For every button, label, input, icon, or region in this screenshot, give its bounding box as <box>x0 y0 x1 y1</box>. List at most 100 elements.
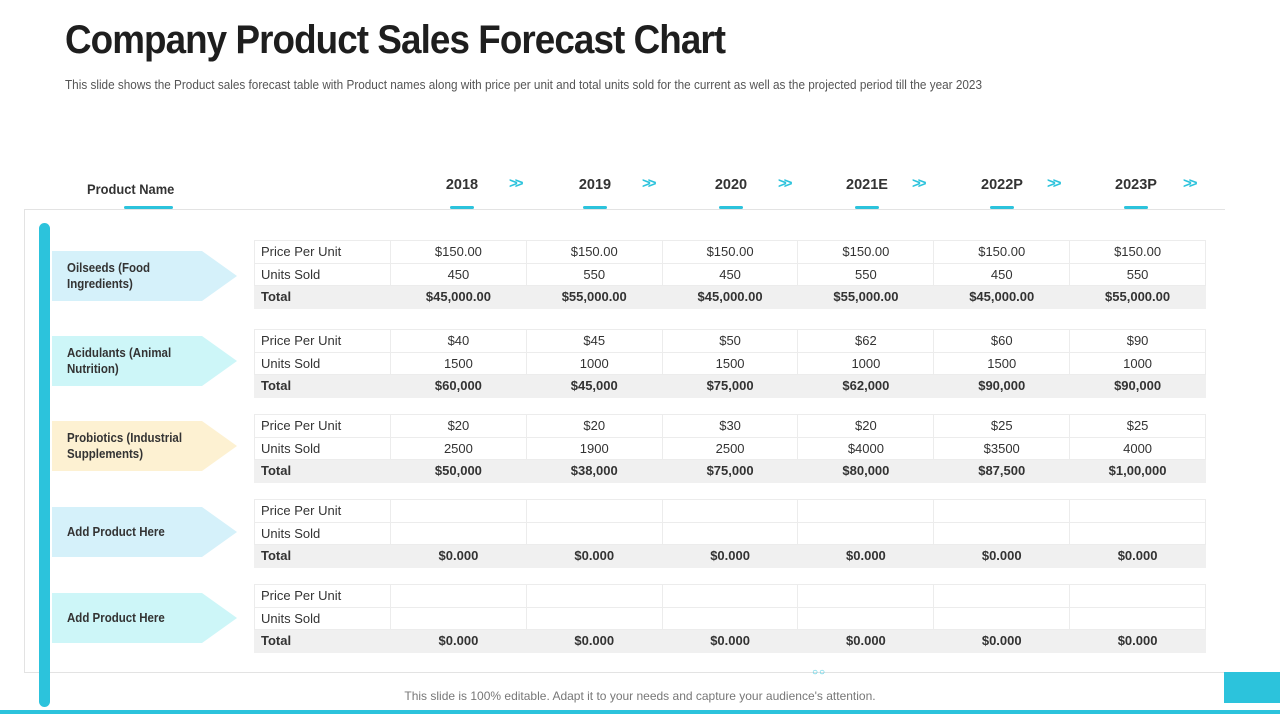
table-cell: 550 <box>797 262 935 286</box>
table-row: Total $45,000.00 $55,000.00 $45,000.00 $55,0… <box>254 285 1206 309</box>
table-cell: $45,000.00 <box>661 285 799 309</box>
table-cell: $90,000 <box>933 374 1071 398</box>
table-cell <box>525 521 663 545</box>
table-row: Price Per Unit <box>254 499 1206 523</box>
table-cell <box>1069 584 1206 608</box>
table-cell: $45,000 <box>525 374 663 398</box>
table-cell: $0.000 <box>525 544 663 568</box>
table-frame <box>24 209 1225 673</box>
table-row: Total $60,000 $45,000 $75,000 $62,000 $90,000… <box>254 374 1206 398</box>
table-cell: 1500 <box>661 351 799 375</box>
table-cell: 450 <box>390 262 527 286</box>
row-label: Total <box>254 285 391 309</box>
table-cell <box>1069 606 1206 630</box>
product-tag: Add Product Here <box>52 507 237 557</box>
table-cell: $75,000 <box>661 374 799 398</box>
table-cell: $87,500 <box>933 459 1071 483</box>
product-name-header: Product Name <box>87 181 175 197</box>
table-cell: $50,000 <box>390 459 527 483</box>
product-name-underline <box>124 206 173 209</box>
table-cell: 1500 <box>390 351 527 375</box>
table-cell: $90 <box>1069 329 1206 353</box>
table-row: Units Sold <box>254 606 1206 630</box>
table-cell: 550 <box>525 262 663 286</box>
product-name: Probiotics (Industrial Supplements) <box>67 431 183 461</box>
table-cell: 1900 <box>525 436 663 460</box>
row-label: Units Sold <box>254 262 391 286</box>
table-row: Price Per Unit $40 $45 $50 $62 $60 $90 <box>254 329 1206 353</box>
table-cell: 1500 <box>933 351 1071 375</box>
row-label: Units Sold <box>254 606 391 630</box>
chevron-right-icon: >> <box>1183 175 1197 192</box>
year-underline <box>583 206 607 209</box>
product-name: Add Product Here <box>67 611 165 625</box>
table-cell: $30 <box>661 414 799 438</box>
table-cell: $80,000 <box>797 459 935 483</box>
table-cell <box>525 584 663 608</box>
year-header: 2023P <box>1115 177 1157 193</box>
table-cell: $20 <box>390 414 527 438</box>
table-cell <box>661 606 799 630</box>
product-tag: Oilseeds (Food Ingredients) <box>52 251 237 301</box>
table-cell <box>390 499 527 523</box>
row-label: Units Sold <box>254 436 391 460</box>
table-cell: $0.000 <box>1069 629 1206 653</box>
table-cell: $0.000 <box>390 544 527 568</box>
row-label: Total <box>254 374 391 398</box>
table-cell <box>933 521 1071 545</box>
table-cell: 1000 <box>1069 351 1206 375</box>
page-title: Company Product Sales Forecast Chart <box>65 18 726 62</box>
table-cell: 2500 <box>661 436 799 460</box>
table-cell <box>1069 521 1206 545</box>
year-underline <box>1124 206 1148 209</box>
table-cell: 1000 <box>797 351 935 375</box>
table-cell <box>390 606 527 630</box>
table-row: Units Sold <box>254 521 1206 545</box>
table-row: Price Per Unit $150.00 $150.00 $150.00 $150.… <box>254 240 1206 264</box>
chevron-right-icon: >> <box>1047 175 1061 192</box>
row-label: Total <box>254 629 391 653</box>
table-cell: $55,000.00 <box>1069 285 1206 309</box>
table-row: Price Per Unit <box>254 584 1206 608</box>
year-header: 2021E <box>846 177 888 193</box>
year-header: 2018 <box>445 177 479 193</box>
table-cell <box>1069 499 1206 523</box>
table-cell: $3500 <box>933 436 1071 460</box>
table-cell <box>797 521 935 545</box>
row-label: Price Per Unit <box>254 584 391 608</box>
table-row: Price Per Unit $20 $20 $30 $20 $25 $25 <box>254 414 1206 438</box>
product-table: Price Per Unit $150.00 $150.00 $150.00 $150.… <box>254 240 1206 309</box>
chevron-right-icon: >> <box>912 175 926 192</box>
table-row: Units Sold 1500 1000 1500 1000 1500 1000 <box>254 351 1206 375</box>
row-label: Total <box>254 459 391 483</box>
table-cell: 2500 <box>390 436 527 460</box>
table-cell: $62,000 <box>797 374 935 398</box>
row-label: Price Per Unit <box>254 414 391 438</box>
table-cell <box>390 521 527 545</box>
table-cell: $38,000 <box>525 459 663 483</box>
table-cell: $55,000.00 <box>797 285 935 309</box>
year-underline <box>855 206 879 209</box>
product-tag: Acidulants (Animal Nutrition) <box>52 336 237 386</box>
table-cell <box>797 584 935 608</box>
table-cell <box>797 499 935 523</box>
page-subtitle: This slide shows the Product sales forec… <box>65 78 982 92</box>
chevron-right-icon: >> <box>642 175 656 192</box>
table-cell <box>525 499 663 523</box>
table-row: Total $0.000 $0.000 $0.000 $0.000 $0.000 $0.00… <box>254 629 1206 653</box>
table-cell: $40 <box>390 329 527 353</box>
table-cell: $50 <box>661 329 799 353</box>
table-cell: $60 <box>933 329 1071 353</box>
table-cell: $75,000 <box>661 459 799 483</box>
product-table: Price Per Unit $40 $45 $50 $62 $60 $90 Units So… <box>254 329 1206 398</box>
table-cell: $0.000 <box>661 544 799 568</box>
product-name: Oilseeds (Food Ingredients) <box>67 261 151 291</box>
table-cell: $0.000 <box>933 544 1071 568</box>
table-cell: $0.000 <box>933 629 1071 653</box>
table-cell: $45,000.00 <box>933 285 1071 309</box>
table-cell: $45 <box>525 329 663 353</box>
row-label: Price Per Unit <box>254 329 391 353</box>
product-table: Price Per Unit Units Sold Total $0.000 $0.00… <box>254 499 1206 568</box>
product-name: Acidulants (Animal Nutrition) <box>67 346 172 376</box>
table-cell: $150.00 <box>525 240 663 264</box>
